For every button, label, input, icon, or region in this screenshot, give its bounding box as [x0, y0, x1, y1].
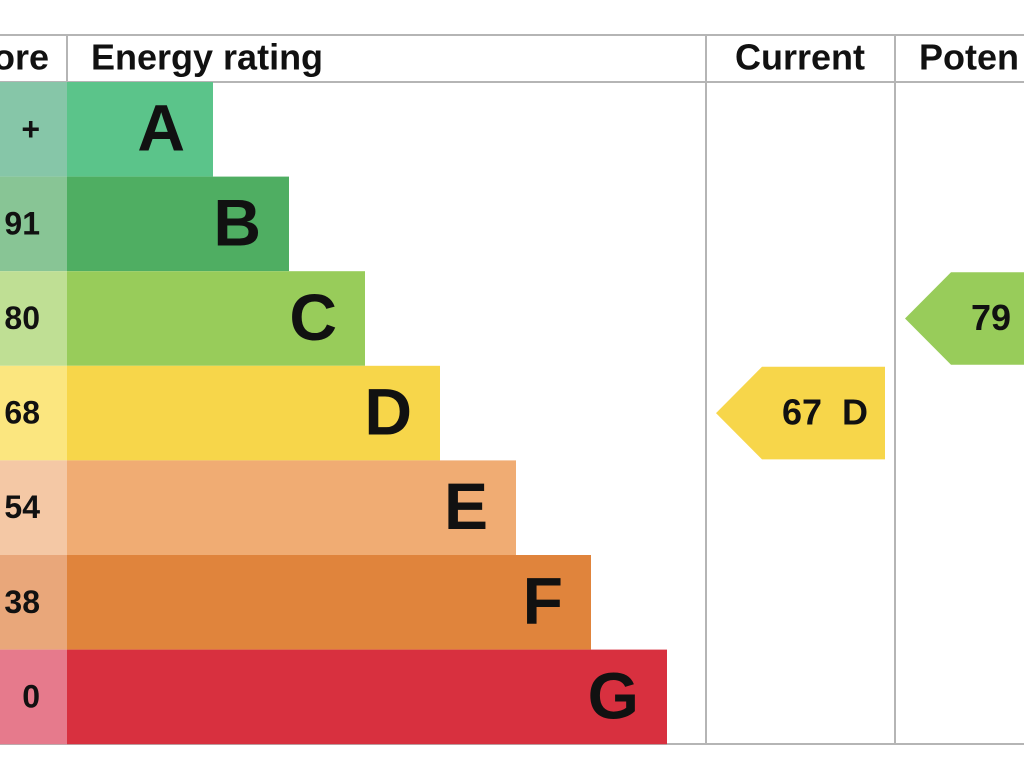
score-range: 54 [4, 489, 40, 525]
score-range: 0 [22, 678, 40, 714]
score-range: + [21, 111, 40, 147]
header-score: ore [0, 37, 49, 78]
score-cell [0, 271, 67, 366]
potential-arrow [905, 272, 1024, 365]
score-range: 91 [4, 205, 40, 241]
score-range: 80 [4, 300, 40, 336]
band-letter: F [523, 564, 563, 638]
score-cell [0, 555, 67, 650]
band-bar [67, 271, 365, 366]
bands: + A 91 B 80 C 68 D 54 E 38 F 0 G [0, 82, 667, 745]
band-letter: B [213, 185, 261, 259]
score-cell [0, 460, 67, 555]
score-cell [0, 365, 67, 461]
band-letter: A [137, 91, 185, 165]
band-letter: G [588, 658, 639, 732]
score-range: 38 [4, 584, 40, 620]
band-bar [67, 555, 591, 650]
arrows: 67D79C [716, 272, 1024, 460]
header-rating: Energy rating [91, 37, 323, 78]
band-bar [67, 82, 213, 177]
score-cell [0, 649, 67, 745]
score-range: 68 [4, 395, 40, 431]
band-letter: E [444, 469, 488, 543]
band-bar [67, 460, 516, 555]
current-letter: D [842, 392, 868, 433]
score-cell [0, 176, 67, 272]
current-arrow [716, 366, 885, 460]
header-potential: Poten [919, 37, 1019, 78]
potential-value: 79 [971, 297, 1011, 338]
band-letter: C [289, 280, 337, 354]
band-bar [67, 176, 289, 272]
score-cell [0, 82, 67, 177]
band-bar [67, 649, 667, 745]
current-value: 67 [782, 392, 822, 433]
band-letter: D [364, 375, 412, 449]
header-current: Current [735, 37, 865, 78]
band-bar [67, 365, 440, 461]
